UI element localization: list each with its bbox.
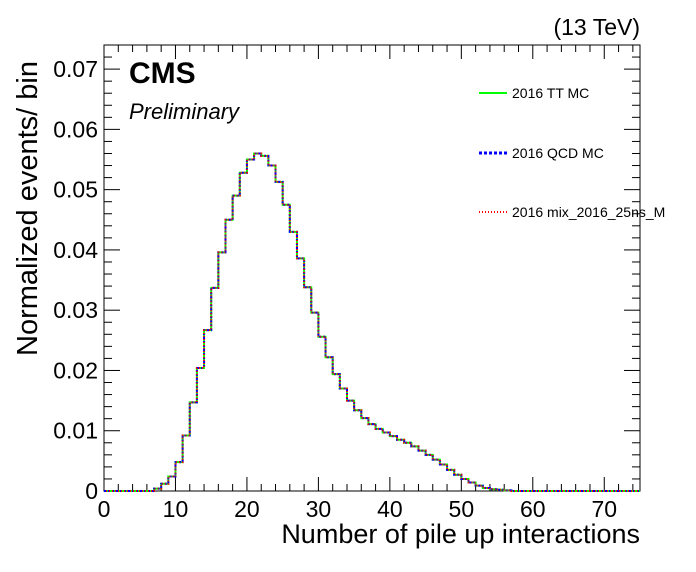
- preliminary-label: Preliminary: [129, 99, 240, 124]
- x-tick-label: 30: [306, 496, 332, 522]
- y-axis-label: Normalized events/ bin: [12, 60, 44, 356]
- x-axis-label: Number of pile up interactions: [281, 519, 640, 549]
- x-tick-label: 60: [520, 496, 546, 522]
- y-tick-label: 0.04: [53, 237, 98, 263]
- series-lines: [104, 152, 640, 492]
- y-tick-label: 0.02: [53, 357, 98, 383]
- x-tick-label: 50: [449, 496, 475, 522]
- legend-label-3: 2016 mix_2016_25ns_M: [512, 204, 665, 220]
- x-tick-label: 10: [163, 496, 189, 522]
- plot-frame: [103, 44, 641, 492]
- y-tick-label: 0.07: [53, 56, 98, 82]
- x-tick-label: 40: [377, 496, 403, 522]
- series-line-1: [104, 152, 640, 492]
- legend-label-1: 2016 TT MC: [512, 85, 589, 101]
- y-tick-label: 0: [85, 478, 98, 504]
- legend-label-2: 2016 QCD MC: [512, 145, 604, 161]
- x-tick-label: 20: [234, 496, 260, 522]
- cms-label: CMS: [129, 57, 196, 90]
- y-tick-label: 0.05: [53, 177, 98, 203]
- energy-label: (13 TeV): [553, 14, 640, 40]
- y-tick-label: 0.01: [53, 418, 98, 444]
- x-tick-label: 0: [98, 496, 111, 522]
- y-tick-label: 0.06: [53, 116, 98, 142]
- axes-frame: [103, 44, 641, 492]
- y-tick-label: 0.03: [53, 297, 98, 323]
- legend: 2016 TT MC 2016 QCD MC 2016 mix_2016_25ns_…: [479, 85, 665, 220]
- axis-ticks: 0 10 20 30 40 50 60 70 0 0.01 0.02 0.03 0.04 0.05 0.06…: [53, 44, 640, 522]
- x-tick-label: 70: [591, 496, 617, 522]
